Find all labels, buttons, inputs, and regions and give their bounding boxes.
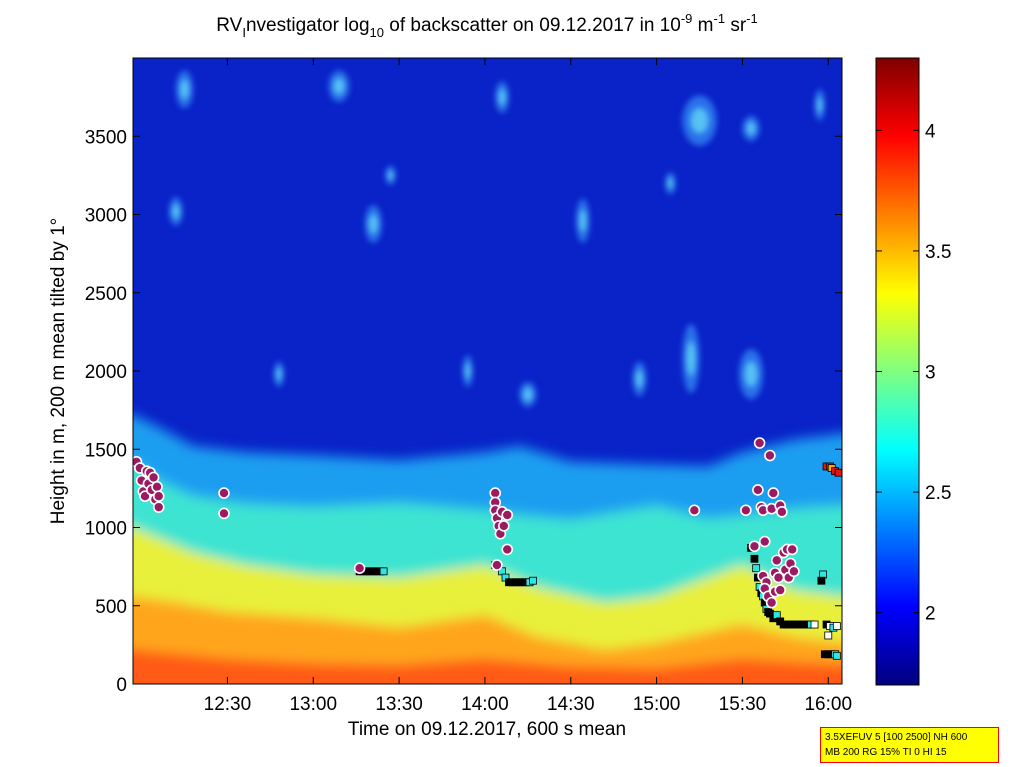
cloud-base-square (752, 564, 761, 573)
cloud-base-circle (147, 471, 160, 484)
colorbar-tick-label: 3.5 (925, 242, 951, 263)
colorbar-tick-label: 4 (925, 121, 936, 142)
colorbar: 2 2.5 3 3.5 4 (875, 57, 951, 686)
cloud-patch-core (387, 170, 394, 181)
cloud-base-circle (491, 559, 503, 571)
cloud-base-square (834, 468, 842, 477)
boundary-layers (133, 414, 842, 684)
cloud-base-circle (498, 520, 510, 532)
cloud-base-circle (151, 481, 163, 493)
cloud-base-circle (353, 562, 366, 574)
cloud-patch-core (746, 122, 756, 135)
cloud-base-square (817, 576, 826, 585)
x-tick-label: 16:00 (804, 694, 852, 715)
plot-area (133, 58, 842, 684)
cloud-patch-core (745, 361, 758, 387)
cloud-base-circle (753, 437, 766, 449)
colorbar-ticks: 2 2.5 3 3.5 4 (876, 121, 951, 625)
settings-info-box: 3.5XEFUV 5 [100 2500] NH 600 MB 200 RG 1… (820, 727, 999, 763)
x-tick-label: 15:00 (633, 694, 681, 715)
cloud-base-square (529, 576, 537, 585)
colorbar-tick-label: 2 (925, 604, 936, 625)
x-tick-label: 15:30 (719, 694, 767, 715)
info-line-1: 3.5XEFUV 5 [100 2500] NH 600 (825, 732, 968, 743)
cloud-patch-core (690, 108, 709, 134)
y-axis-label: Height in m, 200 m mean tilted by 1° (48, 218, 69, 524)
cloud-base-circle (764, 449, 776, 462)
cloud-base-circle (489, 487, 502, 499)
layer-orange (133, 596, 842, 684)
cloud-base-circle (774, 584, 786, 596)
cloud-patch-core (498, 89, 506, 105)
cloud-patch-core (635, 370, 643, 388)
cloud-base-circle (776, 506, 788, 518)
cloud-patch-core (333, 78, 345, 94)
cloud-base-circle (752, 484, 764, 496)
cloud-base-circle (218, 487, 230, 499)
cloud-patch-core (276, 367, 282, 381)
x-axis-label: Time on 09.12.2017, 600 s mean (348, 719, 626, 740)
cloud-patch-core (686, 341, 696, 376)
cloud-base-square (379, 567, 388, 576)
cloud-base-circle (748, 540, 761, 553)
y-tick-label: 2000 (85, 362, 127, 383)
y-tick-label: 3500 (85, 127, 127, 148)
cloud-patch-core (172, 204, 180, 219)
cloud-base-circle (152, 501, 165, 513)
cloud-patch-core (369, 214, 378, 234)
cloud-base-markers (133, 437, 842, 660)
info-line-2: MB 200 RG 15% TI 0 HI 15 (825, 747, 947, 758)
cloud-patch-core (523, 388, 533, 401)
x-tick-label: 13:00 (289, 694, 337, 715)
cloud-base-square (832, 622, 841, 630)
cloud-base-circle (501, 543, 514, 556)
colorbar-tick-label: 3 (925, 363, 936, 384)
colorbar-tick-label: 2.5 (925, 483, 951, 504)
cloud-base-circle (767, 487, 780, 499)
y-tick-label: 0 (116, 675, 127, 696)
cloud-patch-core (180, 79, 189, 99)
x-axis: 12:30 13:00 13:30 14:00 14:30 15:00 15:30 16:00 (204, 58, 852, 715)
y-tick-label: 2500 (85, 284, 127, 305)
x-tick-label: 12:30 (204, 694, 252, 715)
cloud-patches (169, 70, 825, 407)
y-tick-label: 500 (95, 597, 127, 618)
cloud-base-square (824, 631, 833, 640)
cloud-base-circle (788, 565, 800, 578)
y-axis: 0 500 1000 1500 2000 2500 3000 3500 (85, 127, 842, 696)
y-tick-label: 1500 (85, 440, 127, 461)
y-tick-label: 3000 (85, 206, 127, 227)
cloud-base-circle (740, 504, 752, 517)
cloud-base-circle (152, 490, 165, 503)
cloud-base-square (750, 554, 759, 563)
cloud-patch-core (817, 97, 823, 113)
cloud-base-square (832, 651, 841, 660)
y-tick-label: 1000 (85, 519, 127, 540)
cloud-base-circle (786, 543, 799, 556)
layer-red (133, 649, 842, 684)
cloud-base-circle (688, 504, 701, 517)
cloud-base-circle (770, 554, 783, 567)
cloud-patch-core (667, 177, 673, 189)
cloud-base-circle (765, 596, 778, 609)
cloud-base-circle (501, 509, 514, 521)
cloud-base-circle (218, 507, 230, 520)
cloud-base-square (810, 620, 819, 629)
cloud-patch-core (579, 209, 587, 232)
x-tick-label: 14:30 (547, 694, 595, 715)
colorbar-gradient (876, 58, 919, 685)
cloud-patch-core (465, 363, 471, 379)
x-tick-label: 14:00 (461, 694, 509, 715)
cloud-base-circle (758, 535, 771, 548)
x-tick-label: 13:30 (375, 694, 423, 715)
chart-title: RVInvestigator log10 of backscatter on 0… (216, 11, 757, 40)
